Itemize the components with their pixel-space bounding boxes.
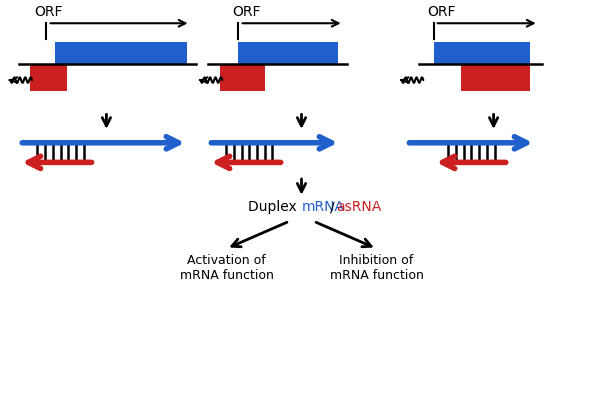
Text: Activation of
mRNA function: Activation of mRNA function: [180, 254, 273, 282]
Text: ORF: ORF: [34, 6, 63, 19]
Text: mRNA: mRNA: [302, 200, 344, 214]
Text: ORF: ORF: [428, 6, 456, 19]
Text: Duplex: Duplex: [248, 200, 302, 214]
Text: Inhibition of
mRNA function: Inhibition of mRNA function: [330, 254, 423, 282]
Bar: [55, 42, 188, 64]
Bar: [461, 64, 529, 91]
Text: asRNA: asRNA: [336, 200, 382, 214]
Bar: [434, 42, 529, 64]
Text: /: /: [330, 200, 335, 214]
Bar: [238, 42, 338, 64]
Text: ORF: ORF: [233, 6, 261, 19]
Bar: [221, 64, 265, 91]
Bar: [30, 64, 68, 91]
